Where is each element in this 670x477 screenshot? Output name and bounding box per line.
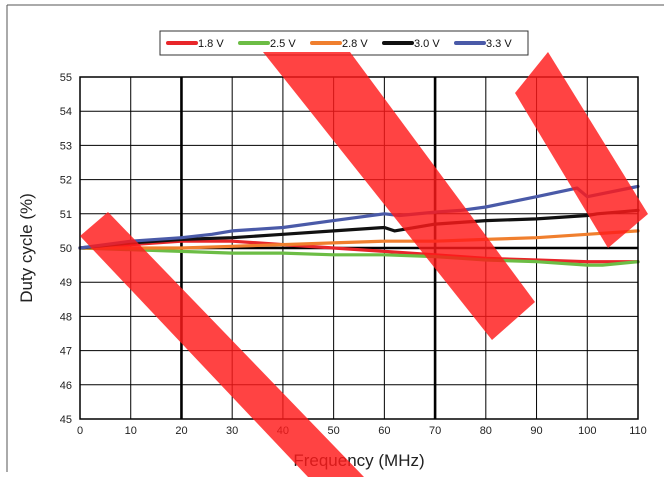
y-tick-label: 45 xyxy=(60,414,72,426)
y-tick-label: 50 xyxy=(60,243,72,255)
series-line-2-8-v xyxy=(78,229,640,250)
legend-label: 3.0 V xyxy=(414,38,440,50)
x-tick-label: 60 xyxy=(378,425,390,437)
overlay-slash-bottom-left xyxy=(80,212,364,477)
y-tick-labels: 45 46 47 48 49 50 51 52 53 54 55 xyxy=(60,72,72,426)
series-line-2-5-v xyxy=(78,246,640,267)
x-tick-label: 70 xyxy=(429,425,441,437)
overlay-slash-right xyxy=(515,52,648,248)
legend-label: 3.3 V xyxy=(486,38,512,50)
x-tick-label: 0 xyxy=(77,425,83,437)
y-tick-label: 47 xyxy=(60,346,72,358)
series-line-3-3-v xyxy=(78,184,640,250)
y-tick-label: 46 xyxy=(60,380,72,392)
y-tick-label: 52 xyxy=(60,175,72,187)
series-line-1-8-v xyxy=(78,239,640,264)
y-tick-label: 51 xyxy=(60,209,72,221)
y-tick-label: 48 xyxy=(60,311,72,323)
legend: 1.8 V 2.5 V 2.8 V 3.0 V 3.3 V xyxy=(159,30,529,56)
x-tick-labels: 0102030405060708090100110 xyxy=(77,425,647,437)
legend-label: 2.5 V xyxy=(270,38,296,50)
y-tick-label: 49 xyxy=(60,277,72,289)
series-layer xyxy=(78,184,640,267)
x-tick-label: 20 xyxy=(175,425,187,437)
x-tick-label: 30 xyxy=(226,425,238,437)
red-slash-overlay xyxy=(80,52,648,477)
x-tick-label: 110 xyxy=(629,425,647,437)
x-tick-label: 50 xyxy=(328,425,340,437)
x-tick-label: 80 xyxy=(480,425,492,437)
x-tick-label: 90 xyxy=(530,425,542,437)
legend-label: 1.8 V xyxy=(198,38,224,50)
x-tick-label: 10 xyxy=(125,425,137,437)
legend-label: 2.8 V xyxy=(342,38,368,50)
x-tick-label: 100 xyxy=(578,425,596,437)
overlay-slash-middle xyxy=(263,52,535,340)
y-axis-label: Duty cycle (%) xyxy=(17,193,36,303)
series-line-3-0-v xyxy=(78,208,640,250)
y-tick-label: 54 xyxy=(60,106,72,118)
y-tick-label: 53 xyxy=(60,140,72,152)
y-tick-label: 55 xyxy=(60,72,72,84)
